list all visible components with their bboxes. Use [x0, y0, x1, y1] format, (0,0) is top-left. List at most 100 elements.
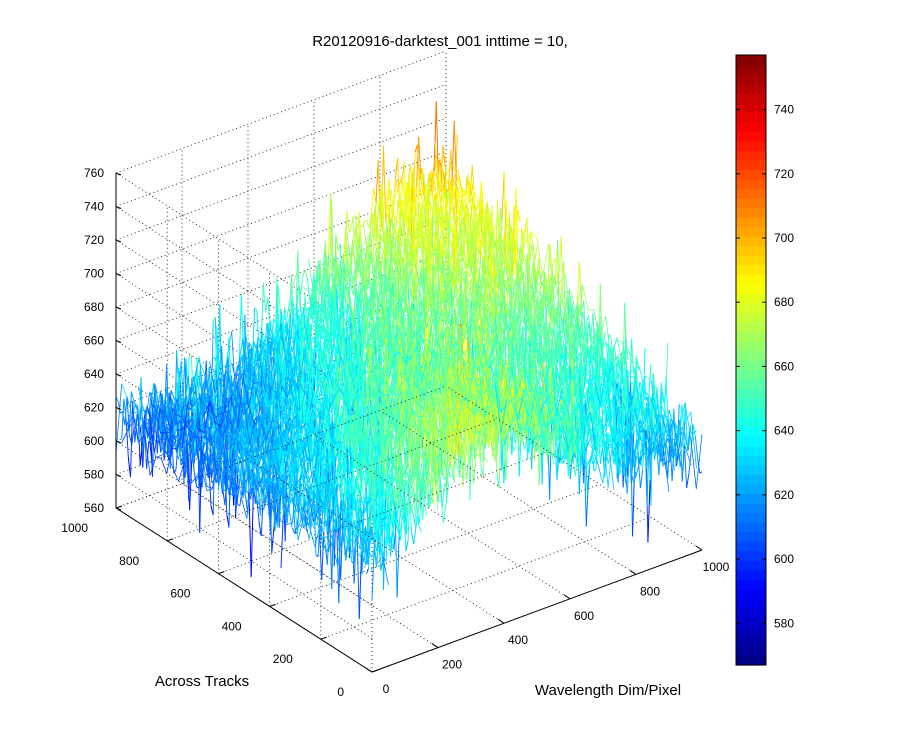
- surface-segment: [373, 247, 377, 260]
- surface-segment: [521, 228, 525, 255]
- surface-segment: [578, 261, 583, 311]
- surface-segment: [418, 295, 422, 311]
- surface-segment: [257, 487, 261, 516]
- surface-segment: [523, 253, 527, 262]
- surface-segment: [276, 277, 280, 348]
- surface-segment: [327, 396, 331, 444]
- surface-segment: [455, 253, 459, 315]
- surface-segment: [238, 294, 242, 365]
- surface-segment: [342, 284, 347, 303]
- surface-segment: [411, 226, 415, 307]
- surface-segment: [262, 282, 267, 312]
- surface-segment: [256, 397, 260, 414]
- surface-segment: [523, 307, 527, 325]
- surface-segment: [466, 180, 470, 217]
- surface-segment: [369, 345, 373, 404]
- surface-segment: [235, 487, 239, 505]
- surface-segment: [410, 168, 414, 203]
- surface-segment: [485, 215, 489, 257]
- surface-segment: [503, 201, 507, 263]
- surface-segment: [140, 377, 144, 455]
- surface-segment: [521, 302, 525, 325]
- surface-segment: [510, 299, 514, 307]
- surface-segment: [539, 298, 543, 341]
- surface-segment: [465, 174, 469, 193]
- surface-segment: [467, 207, 472, 294]
- surface-segment: [476, 232, 480, 251]
- surface-segment: [194, 404, 198, 454]
- surface-segment: [140, 427, 144, 468]
- surface-segment: [316, 384, 320, 395]
- surface-segment: [416, 136, 420, 189]
- surface-segment: [386, 371, 390, 409]
- surface-segment: [275, 400, 279, 403]
- surface-segment: [558, 331, 562, 348]
- surface-segment: [176, 350, 180, 398]
- surface-segment: [501, 262, 505, 268]
- surface-segment: [327, 319, 331, 344]
- surface-segment: [309, 290, 314, 308]
- surface-segment: [144, 423, 149, 439]
- surface-segment: [574, 303, 578, 335]
- surface-segment: [223, 479, 227, 493]
- surface-segment: [408, 251, 412, 267]
- surface-segment: [343, 225, 347, 260]
- surface-segment: [482, 190, 486, 287]
- surface-segment: [301, 331, 305, 370]
- surface-segment: [240, 366, 244, 370]
- surface-segment: [244, 347, 248, 367]
- surface-segment: [359, 389, 363, 400]
- surface-segment: [366, 220, 370, 229]
- surface-segment: [223, 449, 227, 485]
- surface-segment: [555, 298, 559, 317]
- surface-segment: [219, 304, 223, 417]
- surface-segment: [534, 302, 538, 340]
- surface-segment: [245, 335, 249, 353]
- surface-segment: [456, 297, 460, 300]
- surface-segment: [270, 471, 274, 494]
- surface-segment: [434, 159, 438, 180]
- surface-segment: [504, 280, 508, 292]
- surface-segment: [398, 198, 402, 224]
- surface-segment: [377, 160, 381, 223]
- surface-segment: [171, 436, 175, 474]
- surface-segment: [571, 304, 576, 319]
- surface-segment: [388, 217, 392, 258]
- surface-segment: [317, 328, 321, 348]
- surface-segment: [469, 164, 473, 205]
- surface-segment: [558, 236, 562, 279]
- surface-segment: [447, 270, 451, 316]
- grid-line: [115, 440, 373, 606]
- surface-segment: [289, 296, 293, 335]
- surface-segment: [328, 193, 332, 255]
- surface-segment: [131, 427, 135, 445]
- surface-segment: [450, 263, 454, 268]
- surface-segment: [207, 473, 211, 478]
- surface-segment: [447, 211, 451, 332]
- surface-segment: [148, 392, 152, 415]
- surface-segment: [136, 413, 140, 427]
- surface-segment: [500, 244, 505, 281]
- surface-segment: [548, 276, 552, 286]
- surface-segment: [350, 216, 355, 227]
- surface-segment: [304, 270, 308, 279]
- surface-segment: [602, 331, 606, 346]
- surface-segment: [522, 273, 526, 337]
- surface-segment: [394, 157, 399, 180]
- surface-segment: [206, 460, 210, 464]
- surface-segment: [426, 181, 430, 186]
- surface-segment: [503, 279, 508, 288]
- surface-segment: [338, 330, 342, 368]
- surface-segment: [267, 297, 271, 328]
- surface-segment: [471, 227, 475, 324]
- surface-segment: [155, 385, 159, 401]
- surface-segment: [125, 419, 129, 457]
- surface-segment: [486, 234, 490, 291]
- surface-segment: [330, 258, 334, 325]
- surface-segment: [415, 224, 419, 235]
- surface-segment: [457, 253, 462, 284]
- surface-segment: [475, 232, 479, 298]
- surface-segment: [165, 396, 169, 429]
- surface-segment: [451, 219, 455, 294]
- surface-segment: [542, 279, 546, 315]
